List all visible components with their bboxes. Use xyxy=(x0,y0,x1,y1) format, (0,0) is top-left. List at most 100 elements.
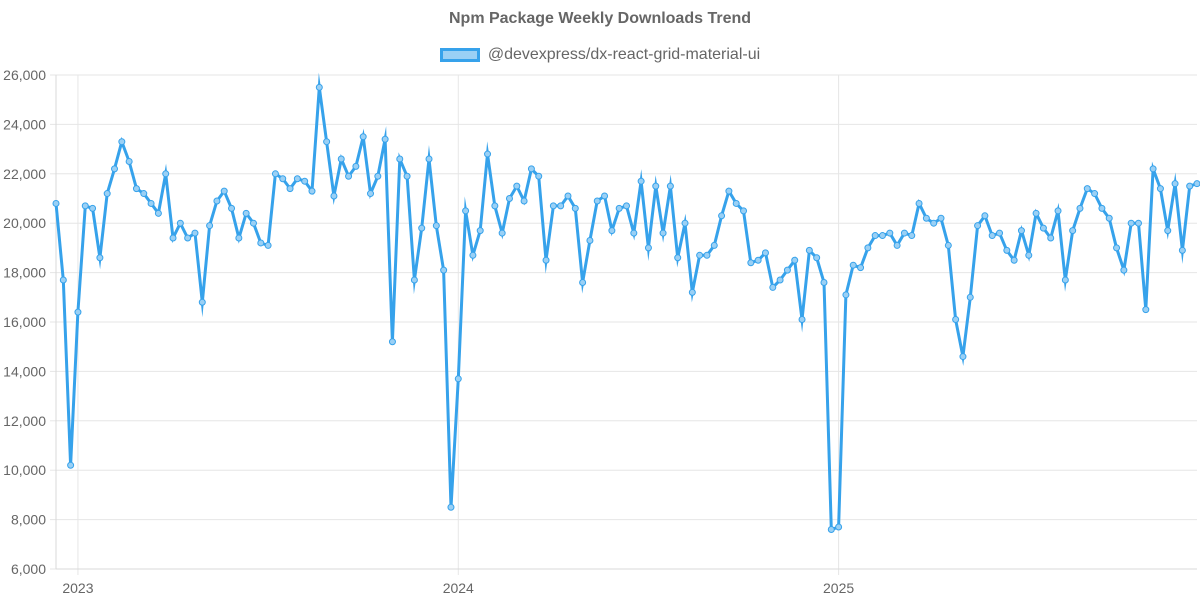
data-point[interactable] xyxy=(191,229,199,237)
data-point[interactable] xyxy=(454,375,462,383)
data-point[interactable] xyxy=(359,133,367,141)
data-point[interactable] xyxy=(835,523,843,531)
data-point[interactable] xyxy=(315,83,323,91)
data-point[interactable] xyxy=(659,229,667,237)
data-point[interactable] xyxy=(345,172,353,180)
data-point[interactable] xyxy=(242,209,250,217)
data-point[interactable] xyxy=(213,197,221,205)
data-point[interactable] xyxy=(249,219,257,227)
data-point[interactable] xyxy=(849,261,857,269)
data-point[interactable] xyxy=(579,278,587,286)
data-point[interactable] xyxy=(666,182,674,190)
data-point[interactable] xyxy=(535,172,543,180)
data-point[interactable] xyxy=(154,209,162,217)
data-point[interactable] xyxy=(432,222,440,230)
data-point[interactable] xyxy=(140,190,148,198)
data-point[interactable] xyxy=(996,229,1004,237)
data-point[interactable] xyxy=(367,190,375,198)
data-point[interactable] xyxy=(330,192,338,200)
data-point[interactable] xyxy=(769,283,777,291)
data-point[interactable] xyxy=(644,244,652,252)
data-point[interactable] xyxy=(513,182,521,190)
legend-label[interactable]: @devexpress/dx-react-grid-material-ui xyxy=(487,46,761,63)
data-point[interactable] xyxy=(1186,182,1194,190)
data-point[interactable] xyxy=(125,157,133,165)
data-point[interactable] xyxy=(418,224,426,232)
data-point[interactable] xyxy=(425,155,433,163)
data-point[interactable] xyxy=(974,222,982,230)
data-point[interactable] xyxy=(505,195,513,202)
data-point[interactable] xyxy=(608,227,616,235)
data-point[interactable] xyxy=(440,266,448,274)
data-point[interactable] xyxy=(337,155,345,163)
data-point[interactable] xyxy=(791,256,799,264)
data-point[interactable] xyxy=(132,185,140,193)
data-point[interactable] xyxy=(703,251,711,259)
data-point[interactable] xyxy=(696,251,704,259)
data-point[interactable] xyxy=(601,192,609,200)
data-point[interactable] xyxy=(52,199,60,207)
data-point[interactable] xyxy=(740,207,748,215)
data-point[interactable] xyxy=(1047,234,1055,242)
data-point[interactable] xyxy=(1091,190,1099,198)
data-point[interactable] xyxy=(293,175,301,183)
legend[interactable]: @devexpress/dx-react-grid-material-ui xyxy=(0,46,1200,64)
data-point[interactable] xyxy=(1069,227,1077,235)
data-point[interactable] xyxy=(586,236,594,244)
data-point[interactable] xyxy=(615,204,623,212)
data-point[interactable] xyxy=(944,241,952,249)
data-point[interactable] xyxy=(81,202,89,210)
data-point[interactable] xyxy=(381,135,389,143)
data-point[interactable] xyxy=(1025,251,1033,259)
data-point[interactable] xyxy=(798,316,806,324)
data-point[interactable] xyxy=(1017,227,1025,235)
data-point[interactable] xyxy=(930,219,938,227)
data-point[interactable] xyxy=(118,138,126,146)
data-point[interactable] xyxy=(549,202,557,210)
data-point[interactable] xyxy=(1156,185,1164,193)
data-point[interactable] xyxy=(805,246,813,254)
data-point[interactable] xyxy=(981,212,989,220)
data-point[interactable] xyxy=(527,165,535,173)
data-point[interactable] xyxy=(871,232,879,240)
data-point[interactable] xyxy=(630,229,638,237)
data-point[interactable] xyxy=(952,316,960,324)
data-point[interactable] xyxy=(1083,185,1091,193)
data-point[interactable] xyxy=(96,254,104,262)
data-point[interactable] xyxy=(491,202,499,210)
data-point[interactable] xyxy=(1039,224,1047,232)
data-point[interactable] xyxy=(922,214,930,222)
data-point[interactable] xyxy=(1134,219,1142,227)
data-point[interactable] xyxy=(557,202,565,210)
data-point[interactable] xyxy=(396,155,404,163)
data-point[interactable] xyxy=(857,264,865,272)
data-point[interactable] xyxy=(820,278,828,286)
data-point[interactable] xyxy=(257,239,265,247)
data-point[interactable] xyxy=(827,525,835,533)
data-point[interactable] xyxy=(103,190,111,198)
data-point[interactable] xyxy=(542,256,550,264)
data-point[interactable] xyxy=(403,172,411,180)
data-point[interactable] xyxy=(286,185,294,193)
data-point[interactable] xyxy=(469,251,477,259)
data-point[interactable] xyxy=(1127,219,1135,227)
legend-swatch[interactable] xyxy=(439,48,480,62)
data-point[interactable] xyxy=(1164,227,1172,235)
data-point[interactable] xyxy=(754,256,762,264)
data-point[interactable] xyxy=(959,353,967,361)
data-point[interactable] xyxy=(498,229,506,237)
data-point[interactable] xyxy=(718,212,726,220)
data-point[interactable] xyxy=(732,199,740,207)
data-point[interactable] xyxy=(674,254,682,262)
data-point[interactable] xyxy=(842,291,850,299)
data-point[interactable] xyxy=(966,293,974,301)
data-point[interactable] xyxy=(593,197,601,205)
data-point[interactable] xyxy=(1113,244,1121,252)
data-point[interactable] xyxy=(783,266,791,274)
data-point[interactable] xyxy=(864,244,872,252)
data-point[interactable] xyxy=(681,219,689,227)
data-point[interactable] xyxy=(169,234,177,242)
data-point[interactable] xyxy=(176,219,184,227)
data-point[interactable] xyxy=(1010,256,1018,264)
data-point[interactable] xyxy=(652,182,660,190)
